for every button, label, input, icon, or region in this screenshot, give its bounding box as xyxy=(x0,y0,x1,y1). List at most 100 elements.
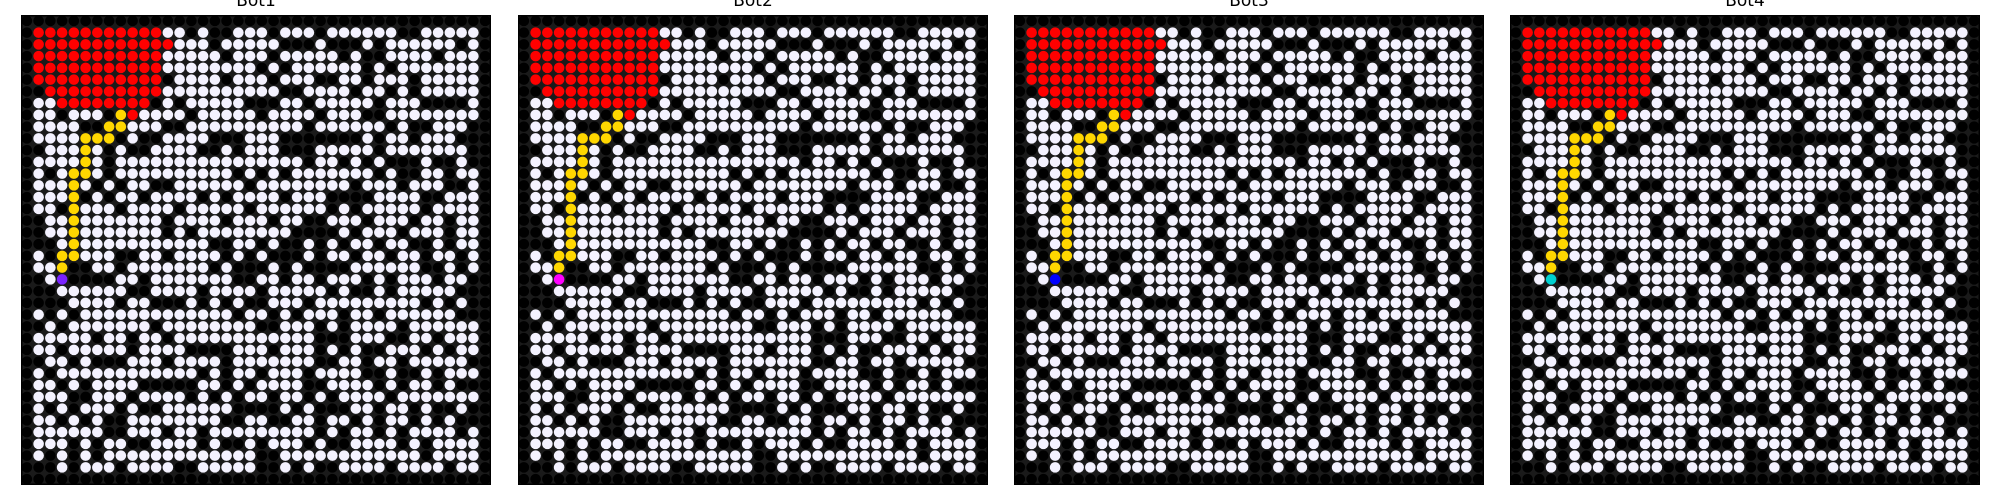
open-cell xyxy=(659,274,671,285)
open-cell xyxy=(577,180,588,191)
open-cell xyxy=(941,321,953,332)
wall-cell xyxy=(1320,462,1331,473)
wall-cell xyxy=(1425,368,1437,379)
open-cell xyxy=(1038,438,1049,450)
open-cell xyxy=(1132,321,1143,332)
open-cell xyxy=(315,50,326,62)
wall-cell xyxy=(327,438,338,450)
wall-cell xyxy=(186,109,197,121)
path-cell xyxy=(80,133,91,144)
open-cell xyxy=(385,356,397,367)
open-cell xyxy=(315,438,326,450)
open-cell xyxy=(291,203,303,215)
path-cell xyxy=(115,121,127,132)
open-cell xyxy=(741,285,753,297)
fire-cell xyxy=(1061,74,1073,85)
wall-cell xyxy=(812,215,823,226)
open-cell xyxy=(812,191,823,203)
open-cell xyxy=(1179,262,1190,273)
fire-cell xyxy=(636,39,647,50)
open-cell xyxy=(1061,344,1073,356)
open-cell xyxy=(397,203,409,215)
grid-background xyxy=(518,15,988,485)
open-cell xyxy=(1437,74,1449,85)
wall-cell xyxy=(976,86,988,97)
open-cell xyxy=(1202,450,1214,461)
open-cell xyxy=(824,97,835,109)
open-cell xyxy=(683,121,694,132)
open-cell xyxy=(1226,50,1237,62)
open-cell xyxy=(186,321,197,332)
wall-cell xyxy=(21,321,33,332)
open-cell xyxy=(362,27,373,38)
fire-cell xyxy=(1132,50,1143,62)
open-cell xyxy=(362,121,373,132)
open-cell xyxy=(256,356,268,367)
wall-cell xyxy=(847,191,859,203)
open-cell xyxy=(221,180,232,191)
open-cell xyxy=(1284,203,1296,215)
open-cell xyxy=(1108,227,1120,238)
open-cell xyxy=(1096,379,1108,391)
open-cell xyxy=(953,356,964,367)
wall-cell xyxy=(1675,27,1686,38)
wall-cell xyxy=(824,74,835,85)
open-cell xyxy=(683,321,694,332)
open-cell xyxy=(362,297,373,309)
wall-cell xyxy=(1155,180,1167,191)
wall-cell xyxy=(1038,238,1049,250)
open-cell xyxy=(1249,74,1261,85)
wall-cell xyxy=(871,415,882,426)
open-cell xyxy=(941,438,953,450)
wall-cell xyxy=(1510,15,1522,27)
wall-cell xyxy=(565,438,577,450)
open-cell xyxy=(397,50,409,62)
open-cell xyxy=(1237,391,1249,403)
open-cell xyxy=(718,62,729,74)
open-cell xyxy=(468,74,479,85)
open-cell xyxy=(647,238,659,250)
wall-cell xyxy=(612,133,624,144)
open-cell xyxy=(589,368,600,379)
open-cell xyxy=(1038,133,1049,144)
wall-cell xyxy=(812,238,823,250)
wall-cell xyxy=(753,438,765,450)
wall-cell xyxy=(80,379,91,391)
open-cell xyxy=(882,144,894,156)
wall-cell xyxy=(92,15,103,27)
open-cell xyxy=(374,262,385,273)
open-cell xyxy=(1414,379,1425,391)
open-cell xyxy=(221,62,232,74)
open-cell xyxy=(233,297,244,309)
open-cell xyxy=(338,168,350,179)
wall-cell xyxy=(1202,133,1214,144)
wall-cell xyxy=(1273,86,1284,97)
wall-cell xyxy=(1085,450,1096,461)
open-cell xyxy=(1320,97,1331,109)
wall-cell xyxy=(1014,356,1026,367)
wall-cell xyxy=(1472,168,1484,179)
open-cell xyxy=(1284,321,1296,332)
wall-cell xyxy=(115,462,127,473)
open-cell xyxy=(694,203,706,215)
wall-cell xyxy=(1390,426,1402,438)
open-cell xyxy=(659,191,671,203)
fire-cell xyxy=(1569,62,1580,74)
open-cell xyxy=(397,133,409,144)
wall-cell xyxy=(859,368,870,379)
open-cell xyxy=(730,156,741,168)
open-cell xyxy=(1273,285,1284,297)
open-cell xyxy=(1367,285,1378,297)
wall-cell xyxy=(1437,238,1449,250)
open-cell xyxy=(553,156,565,168)
open-cell xyxy=(859,86,870,97)
open-cell xyxy=(1945,50,1956,62)
wall-cell xyxy=(929,262,941,273)
wall-cell xyxy=(315,74,326,85)
open-cell xyxy=(1132,262,1143,273)
wall-cell xyxy=(479,180,491,191)
wall-cell xyxy=(718,27,729,38)
open-cell xyxy=(906,356,917,367)
open-cell xyxy=(127,403,138,414)
open-cell xyxy=(468,97,479,109)
